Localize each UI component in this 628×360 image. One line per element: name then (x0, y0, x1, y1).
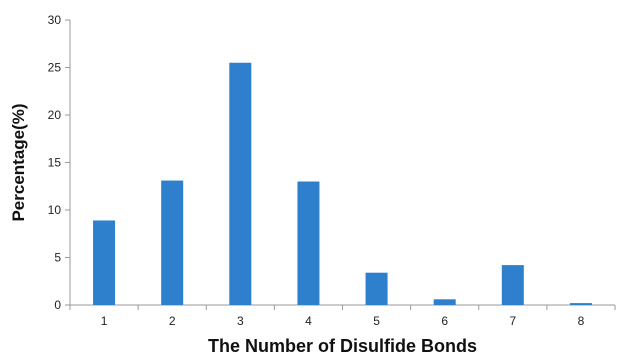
y-tick-label: 25 (48, 61, 62, 75)
y-tick-label: 20 (48, 108, 62, 122)
x-tick-label: 7 (509, 314, 516, 328)
x-tick-label: 2 (169, 314, 176, 328)
y-tick-label: 5 (54, 251, 61, 265)
bar-6 (433, 299, 456, 305)
x-axis-ticks: 1 2 3 4 5 6 7 8 (69, 305, 616, 328)
y-axis-ticks: 0 5 10 15 20 25 30 (48, 13, 70, 312)
axes (69, 20, 615, 306)
bar-4 (297, 181, 320, 305)
y-tick-label: 15 (48, 156, 62, 170)
x-tick-label: 5 (373, 314, 380, 328)
x-tick-label: 6 (441, 314, 448, 328)
x-tick-label: 1 (101, 314, 108, 328)
bar-1 (93, 220, 116, 305)
y-tick-label: 0 (54, 298, 61, 312)
bar-3 (229, 62, 252, 305)
bar-2 (161, 180, 184, 305)
y-axis-title: Percentage(%) (9, 103, 28, 221)
bars (93, 62, 592, 305)
x-tick-label: 3 (237, 314, 244, 328)
bar-7 (501, 265, 524, 305)
x-tick-label: 8 (578, 314, 585, 328)
bar-5 (365, 272, 388, 305)
bar-8 (569, 303, 592, 305)
y-tick-label: 30 (48, 13, 62, 27)
y-tick-label: 10 (48, 203, 62, 217)
x-tick-label: 4 (305, 314, 312, 328)
x-axis-title: The Number of Disulfide Bonds (208, 336, 477, 356)
